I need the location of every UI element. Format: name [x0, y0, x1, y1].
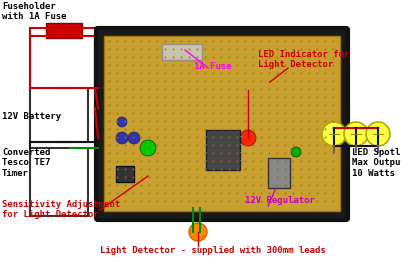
Bar [268, 158, 290, 188]
Text: LED Indicator for
Light Detector: LED Indicator for Light Detector [258, 50, 349, 69]
Text: Light Detector - supplied with 300mm leads: Light Detector - supplied with 300mm lea… [100, 246, 326, 255]
FancyBboxPatch shape [96, 28, 348, 220]
Circle shape [344, 122, 368, 146]
Bar [104, 36, 340, 211]
Text: 12V Regulator: 12V Regulator [245, 196, 315, 205]
Circle shape [291, 147, 301, 157]
Bar [30, 88, 88, 142]
Text: Fuseholder
with 1A Fuse: Fuseholder with 1A Fuse [2, 2, 67, 21]
Text: Converted
Tesco TE7
Timer: Converted Tesco TE7 Timer [2, 148, 51, 178]
Bar [116, 166, 134, 182]
Text: Sensitivity Adjustment
for Light Detector: Sensitivity Adjustment for Light Detecto… [2, 200, 120, 219]
Circle shape [128, 132, 140, 144]
Circle shape [117, 117, 127, 127]
Text: LED Spotlights
Max Output
10 Watts: LED Spotlights Max Output 10 Watts [352, 148, 401, 178]
Bar [30, 148, 88, 216]
Bar [46, 23, 82, 38]
Circle shape [322, 122, 346, 146]
Circle shape [116, 132, 128, 144]
Text: 1A Fuse: 1A Fuse [194, 62, 232, 71]
Circle shape [189, 223, 207, 241]
Circle shape [240, 130, 256, 146]
Bar [206, 130, 240, 170]
Bar [162, 44, 202, 60]
Text: 12V Battery: 12V Battery [2, 112, 61, 121]
Circle shape [140, 140, 156, 156]
Circle shape [366, 122, 390, 146]
